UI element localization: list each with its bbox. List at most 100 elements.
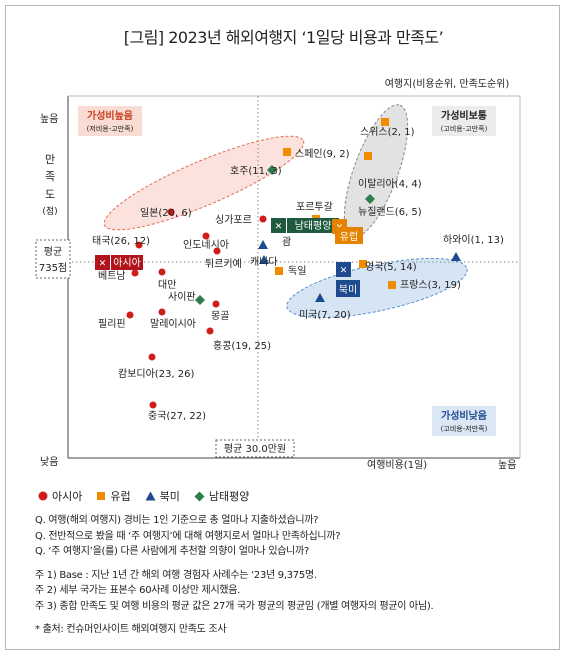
quadrant-box	[78, 106, 142, 136]
point-marker	[365, 194, 375, 204]
point-label: 튀르키예	[205, 258, 242, 270]
quadrant-title: 가성비높음	[87, 109, 133, 122]
point-marker	[126, 311, 134, 319]
point-label: 베트남	[98, 270, 126, 282]
legend-item-europe: 유럽	[96, 488, 131, 504]
point-marker	[148, 353, 156, 361]
point-label: 말레이시아	[150, 318, 196, 330]
point-marker	[131, 269, 139, 277]
globe-icon: ✕	[99, 259, 107, 269]
point-marker	[388, 281, 396, 289]
region-tag-label: 아시아	[113, 257, 141, 269]
legend: 아시아 유럽 북미 남태평양	[38, 488, 249, 504]
point-label: 괌	[282, 236, 291, 248]
region-tag	[111, 255, 143, 270]
point-label: 호주(11, 3)	[230, 165, 282, 177]
mean-y-value: 735점	[39, 262, 67, 274]
point-marker	[135, 241, 143, 249]
point-label: 뉴질랜드(6, 5)	[358, 206, 422, 218]
x-high-label: 높음	[498, 459, 516, 471]
point-label: 홍콩(19, 25)	[213, 339, 271, 352]
point-marker	[195, 295, 205, 305]
legend-item-north-america: 북미	[145, 488, 180, 504]
legend-label: 아시아	[52, 490, 83, 503]
point-marker	[258, 240, 268, 249]
question: Q. ‘주 여행지’을(를) 다른 사람에게 추천할 의향이 얼마나 있습니까?	[35, 546, 309, 557]
point-label: 중국(27, 22)	[148, 410, 206, 422]
point-marker	[212, 300, 220, 308]
point-marker	[275, 267, 283, 275]
quadrant-subtitle: (저비용-고만족)	[87, 124, 134, 133]
region-tag-icon	[95, 255, 110, 270]
point-label: 일본(20, 6)	[140, 207, 192, 219]
point-label: 대만	[158, 279, 176, 291]
point-label: 포르투갈	[296, 200, 333, 213]
region-tag-icon	[336, 262, 351, 277]
region-tag	[287, 218, 339, 233]
y-axis-title-char: (점)	[42, 205, 57, 217]
footnote: 주 2) 세부 국가는 표본수 60사례 이상만 제시했음.	[35, 585, 241, 596]
point-label: 하와이(1, 13)	[443, 233, 504, 246]
region-tag-label: 유럽	[340, 231, 358, 243]
point-label: 필리핀	[98, 318, 126, 330]
point-marker	[158, 268, 166, 276]
point-marker	[364, 152, 372, 160]
quadrant-subtitle: (고비용-고만족)	[441, 124, 488, 133]
point-marker	[158, 308, 166, 316]
point-marker	[381, 118, 389, 126]
legend-label: 유럽	[110, 490, 131, 503]
y-axis-title-char: 만	[45, 153, 55, 166]
footnote: 주 1) Base : 지난 1년 간 해외 여행 경험자 사례수는 ‘23년 …	[35, 569, 317, 581]
point-label: 캄보디아(23, 26)	[118, 368, 195, 380]
footnote: 주 3) 종합 만족도 및 여행 비용의 평균 값은 27개 국가 평균의 평균…	[35, 600, 434, 612]
mean-x-label: 평균 30.0만원	[224, 443, 286, 455]
point-label: 이탈리아(4, 4)	[358, 177, 422, 190]
point-label: 스위스(2, 1)	[360, 125, 415, 138]
point-marker	[451, 252, 461, 261]
cluster-high-cost	[343, 104, 409, 238]
point-marker	[259, 255, 269, 264]
region-tag-label: 북미	[339, 284, 357, 296]
legend-label: 남태평양	[208, 490, 250, 503]
point-label: 캐나다	[250, 256, 278, 268]
notes: Q. 여행(해외 여행지) 경비는 1인 기준으로 총 얼마나 지출하셨습니까?…	[35, 513, 540, 638]
point-marker	[283, 148, 291, 156]
point-marker	[213, 247, 221, 255]
legend-item-asia: 아시아	[38, 488, 82, 504]
point-marker	[259, 215, 267, 223]
globe-icon: ✕	[340, 266, 348, 276]
x-low-label: 낮음	[40, 456, 58, 468]
region-tag-icon	[271, 218, 286, 233]
source-note: * 출처: 컨슈머인사이트 해외여행지 만족도 조사	[35, 624, 227, 635]
point-marker	[315, 293, 325, 302]
quadrant-subtitle: (고비용-저만족)	[441, 424, 488, 433]
rank-format-label: 여행지(비용순위, 만족도순위)	[385, 77, 510, 90]
point-label: 태국(26, 12)	[92, 235, 150, 247]
figure-title: [그림] 2023년 해외여행지 ‘1일당 비용과 만족도’	[123, 28, 444, 47]
point-label: 싱가포르	[215, 214, 252, 226]
y-axis-title-char: 도	[45, 188, 55, 201]
mean-y-label: 평균	[44, 246, 62, 258]
point-marker	[202, 232, 210, 240]
region-tag-label: 남태평양	[295, 220, 332, 232]
quadrant-title: 가성비보통	[441, 109, 487, 122]
y-axis-title-char: 족	[45, 170, 55, 183]
cluster-asia-pacific	[103, 135, 305, 231]
legend-item-south-pacific: 남태평양	[194, 488, 249, 504]
quadrant-box	[432, 406, 496, 436]
cluster-north-america-europe	[286, 257, 468, 319]
quadrant-title: 가성비낮음	[441, 409, 487, 422]
point-marker	[267, 165, 277, 175]
legend-label: 북미	[159, 490, 180, 503]
point-label: 미국(7, 20)	[299, 309, 351, 321]
point-label: 프랑스(3, 19)	[400, 279, 461, 291]
point-marker	[359, 260, 367, 268]
y-high-label: 높음	[40, 113, 58, 125]
question: Q. 여행(해외 여행지) 경비는 1인 기준으로 총 얼마나 지출하셨습니까?	[35, 515, 319, 526]
region-tag	[335, 227, 363, 244]
point-label: 몽골	[211, 310, 229, 322]
point-label: 독일	[288, 265, 306, 277]
question: Q. 전반적으로 봤을 때 ‘주 여행지’에 대해 여행지로서 얼마나 만족하십…	[35, 530, 341, 542]
point-label: 영국(5, 14)	[365, 261, 417, 273]
